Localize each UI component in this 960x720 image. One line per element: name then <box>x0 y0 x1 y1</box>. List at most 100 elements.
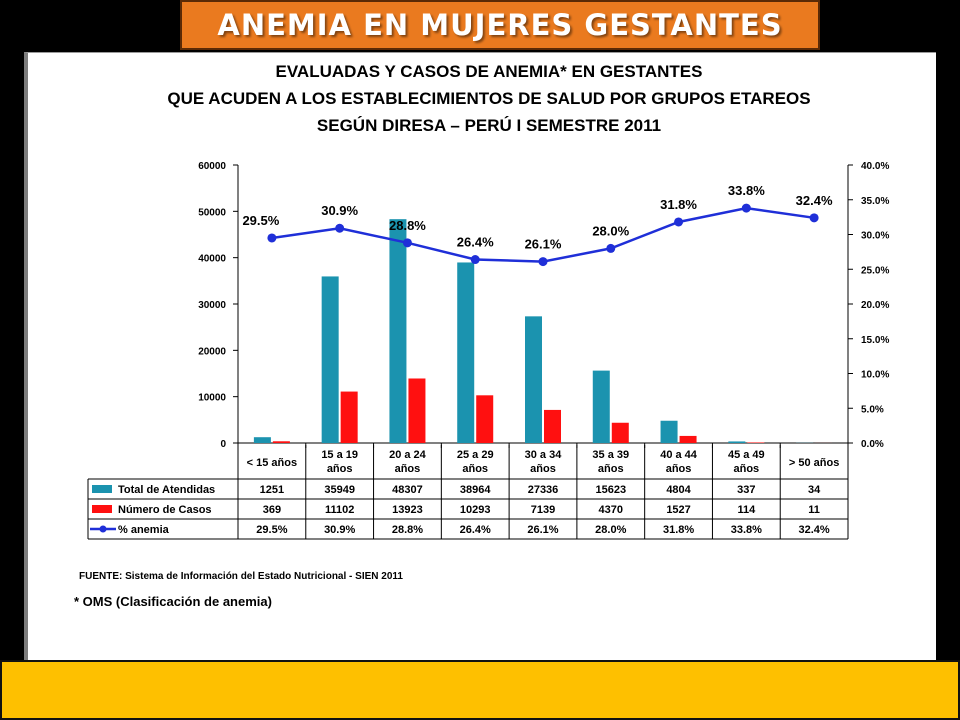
category-label: años <box>462 463 488 475</box>
table-cell: 30.9% <box>324 524 355 536</box>
bar-total-atendidas <box>457 262 475 443</box>
table-cell: 11 <box>808 504 820 516</box>
table-cell: 31.8% <box>663 524 694 536</box>
bar-numero-casos <box>340 391 358 443</box>
bar-numero-casos <box>747 442 765 443</box>
category-label: 25 a 29 <box>457 449 494 461</box>
y-left-tick-label: 20000 <box>198 346 226 357</box>
table-cell: 1527 <box>666 504 690 516</box>
chart-title: EVALUADAS Y CASOS DE ANEMIA* EN GESTANTE… <box>167 62 810 135</box>
category-label: 20 a 24 <box>389 449 427 461</box>
table-cell: 28.8% <box>392 524 423 536</box>
y-right-tick-label: 10.0% <box>861 370 889 381</box>
table-cell: 114 <box>737 504 756 516</box>
category-label: 15 a 19 <box>321 449 358 461</box>
anemia-point <box>335 223 345 233</box>
category-label: > 50 años <box>789 457 839 469</box>
y-right-tick-label: 20.0% <box>861 300 889 311</box>
bar-total-atendidas <box>728 441 746 443</box>
bottom-bar <box>0 660 960 720</box>
bar-total-atendidas <box>592 370 610 443</box>
table-cell: 27336 <box>528 484 559 496</box>
table-cell: 1251 <box>260 484 284 496</box>
anemia-data-label: 28.0% <box>592 223 629 238</box>
category-label: años <box>327 463 353 475</box>
chart-panel: EVALUADAS Y CASOS DE ANEMIA* EN GESTANTE… <box>24 52 936 660</box>
bar-numero-casos <box>611 422 629 443</box>
table-cell: 4804 <box>666 484 691 496</box>
bar-numero-casos <box>272 441 290 443</box>
anemia-data-label: 33.8% <box>728 183 765 198</box>
table-cell: 13923 <box>392 504 423 516</box>
table-cell: 35949 <box>324 484 355 496</box>
anemia-data-label: 31.8% <box>660 197 697 212</box>
table-cell: 26.4% <box>460 524 491 536</box>
table-cell: 48307 <box>392 484 423 496</box>
y-right-tick-label: 15.0% <box>861 335 889 346</box>
table-cell: 33.8% <box>731 524 762 536</box>
category-label: < 15 años <box>247 457 297 469</box>
y-right-tick-label: 30.0% <box>861 231 889 242</box>
legend-swatch <box>92 485 112 493</box>
table-cell: 11102 <box>325 504 354 516</box>
category-label: años <box>395 463 421 475</box>
anemia-data-label: 26.4% <box>457 235 494 250</box>
table-cell: 29.5% <box>256 524 287 536</box>
table-cell: 369 <box>263 504 281 516</box>
legend-label: Número de Casos <box>118 504 212 516</box>
y-left-tick-label: 60000 <box>198 161 226 172</box>
category-label: años <box>530 463 556 475</box>
category-label: años <box>598 463 624 475</box>
legend-label: Total de Atendidas <box>118 484 215 496</box>
category-label: 35 a 39 <box>592 449 629 461</box>
anemia-point <box>538 257 548 267</box>
anemia-point <box>674 217 684 227</box>
category-label: 30 a 34 <box>525 449 563 461</box>
y-right-tick-label: 40.0% <box>861 161 889 172</box>
table-cell: 26.1% <box>527 524 558 536</box>
table-cell: 337 <box>737 484 755 496</box>
category-label: años <box>666 463 692 475</box>
anemia-data-label: 30.9% <box>321 203 358 218</box>
legend-swatch-point <box>99 525 107 533</box>
bar-total-atendidas <box>525 316 542 443</box>
anemia-point <box>267 233 277 243</box>
bar-total-atendidas <box>660 420 678 443</box>
bar-numero-casos <box>544 409 561 443</box>
y-right-tick-label: 0.0% <box>861 439 884 450</box>
bar-total-atendidas <box>389 219 407 443</box>
y-left-tick-label: 30000 <box>198 300 226 311</box>
y-right-tick-label: 25.0% <box>861 265 889 276</box>
legend-label: % anemia <box>118 524 170 536</box>
plot-area: 0 10000 20000 30000 40000 50000 60000 0.0% 5.0% 1… <box>198 161 889 450</box>
bar-total-atendidas <box>321 276 339 443</box>
anemia-point <box>741 203 751 213</box>
slide-title: ANEMIA EN MUJERES GESTANTES <box>217 8 783 42</box>
anemia-data-label: 32.4% <box>796 193 833 208</box>
anemia-point <box>402 238 412 248</box>
chart-title-line-1: EVALUADAS Y CASOS DE ANEMIA* EN GESTANTE… <box>276 62 703 81</box>
oms-note: * OMS (Clasificación de anemia) <box>74 594 272 609</box>
category-label: 45 a 49 <box>728 449 765 461</box>
table-cell: 7139 <box>531 504 555 516</box>
table-cell: 34 <box>808 484 821 496</box>
y-left-tick-label: 50000 <box>198 207 226 218</box>
y-right-tick-label: 5.0% <box>861 404 884 415</box>
chart-title-line-2: QUE ACUDEN A LOS ESTABLECIMIENTOS DE SAL… <box>167 89 810 108</box>
anemia-data-label: 26.1% <box>525 237 562 252</box>
y-left-tick-label: 40000 <box>198 254 226 265</box>
data-table: < 15 años 15 a 19 años 20 a 24 años 25 a 29 añ… <box>87 445 849 540</box>
y-right-tick-label: 35.0% <box>861 196 889 207</box>
table-cell: 38964 <box>460 484 491 496</box>
y-left-tick-label: 0 <box>220 439 226 450</box>
anemia-point <box>470 255 480 265</box>
title-banner: ANEMIA EN MUJERES GESTANTES <box>180 0 820 50</box>
category-label: 40 a 44 <box>660 449 698 461</box>
table-cell: 15623 <box>595 484 626 496</box>
table-cell: 4370 <box>599 504 623 516</box>
anemia-data-label: 29.5% <box>242 213 279 228</box>
anemia-point <box>809 213 819 223</box>
chart-canvas: EVALUADAS Y CASOS DE ANEMIA* EN GESTANTE… <box>74 62 889 609</box>
table-cell: 32.4% <box>799 524 830 536</box>
category-label: años <box>733 463 759 475</box>
